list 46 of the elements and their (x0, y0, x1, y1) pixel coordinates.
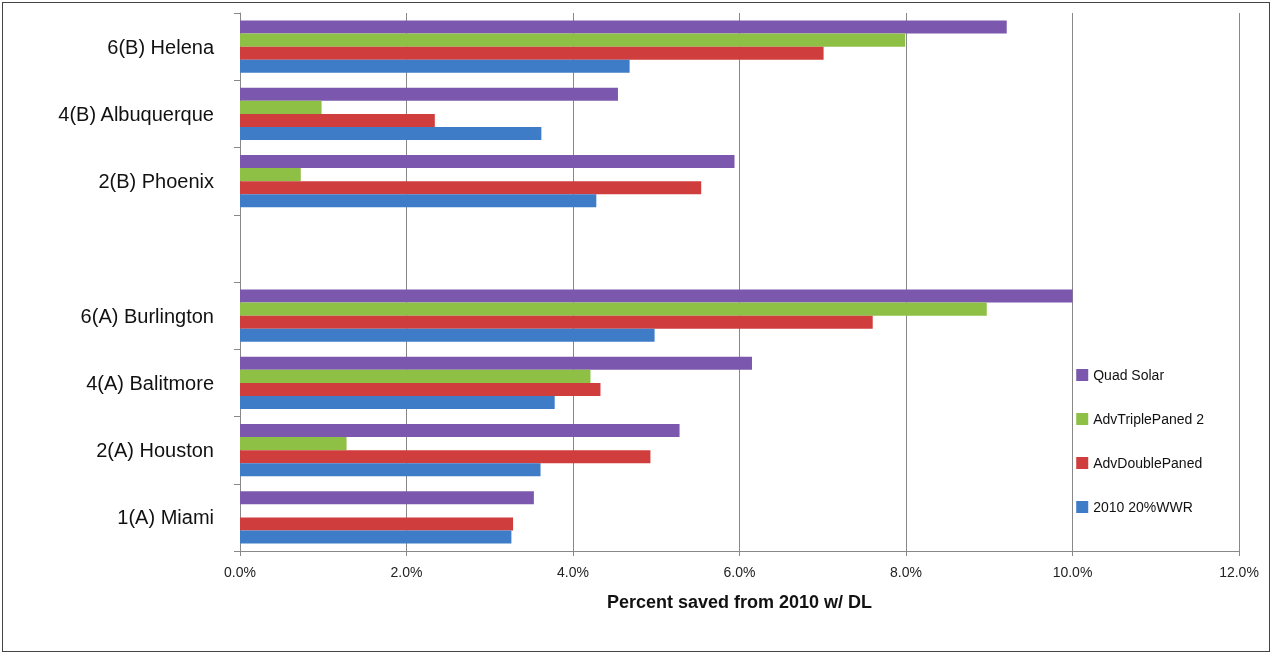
bar (240, 463, 541, 477)
y-tick-label: 4(B) Albuquerque (58, 102, 214, 125)
bar (240, 154, 735, 169)
bar (240, 126, 542, 141)
bar (240, 168, 301, 182)
bar (240, 517, 514, 531)
y-tick-label: 6(B) Helena (107, 35, 215, 58)
bar (240, 450, 651, 464)
bar (240, 87, 618, 101)
y-tick-label: 1(A) Miami (117, 506, 214, 529)
bar (240, 328, 655, 342)
y-tick-label: 6(A) Burlington (80, 304, 214, 327)
bar (240, 437, 347, 451)
bar (240, 395, 555, 410)
y-tick-label: 2(A) Houston (96, 439, 214, 462)
bar (240, 530, 512, 544)
x-tick-label: 12.0% (1219, 564, 1259, 580)
legend-label: 2010 20%WWR (1093, 499, 1193, 515)
legend-label: AdvDoublePaned (1093, 455, 1203, 471)
bar (240, 382, 601, 396)
x-tick-label: 6.0% (723, 564, 756, 580)
bar (240, 100, 322, 114)
bar (240, 302, 987, 316)
bar (240, 33, 906, 47)
bar (240, 181, 702, 195)
bar (240, 20, 1007, 34)
y-tick-label: 2(B) Phoenix (98, 170, 214, 193)
bar (240, 369, 591, 383)
bar (240, 315, 873, 329)
bar (240, 59, 630, 73)
bar (240, 194, 597, 208)
bar (240, 289, 1073, 303)
x-tick-label: 4.0% (557, 564, 589, 580)
x-tick-label: 0.0% (224, 564, 256, 580)
x-axis-title: Percent saved from 2010 w/ DL (606, 592, 873, 612)
legend-label: AdvTriplePaned 2 (1093, 411, 1205, 427)
x-tick-label: 10.0% (1052, 564, 1093, 580)
bar (240, 46, 824, 60)
bar (240, 356, 752, 370)
bar (240, 113, 435, 127)
y-tick-label: 4(A) Balitmore (86, 371, 214, 394)
bar (240, 491, 534, 505)
legend-label: Quad Solar (1093, 367, 1165, 383)
bar (240, 423, 680, 438)
x-tick-label: 8.0% (890, 564, 922, 580)
x-tick-label: 2.0% (390, 564, 423, 580)
